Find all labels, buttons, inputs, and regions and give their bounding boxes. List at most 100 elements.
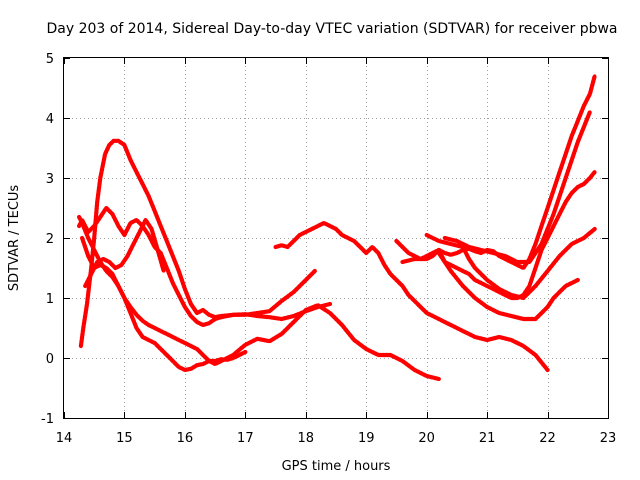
data-point xyxy=(364,251,368,255)
data-point xyxy=(292,290,296,294)
data-point xyxy=(159,224,163,228)
data-point xyxy=(455,239,459,243)
data-point xyxy=(461,284,465,288)
data-point xyxy=(280,299,284,303)
data-point xyxy=(449,269,453,273)
series-line xyxy=(80,140,316,347)
plot-frame xyxy=(63,57,609,419)
data-point xyxy=(219,315,223,319)
data-point xyxy=(195,311,199,315)
data-point xyxy=(92,236,96,240)
data-point xyxy=(81,326,85,330)
data-point xyxy=(400,284,405,288)
data-point xyxy=(119,263,123,267)
data-point xyxy=(80,236,84,240)
data-point xyxy=(521,344,526,348)
data-point xyxy=(382,263,386,267)
data-point xyxy=(413,299,417,303)
data-point xyxy=(89,272,93,276)
data-point xyxy=(593,170,597,174)
data-point xyxy=(304,278,308,282)
data-point xyxy=(449,323,453,327)
data-point xyxy=(370,245,374,249)
data-point xyxy=(177,269,181,273)
data-point xyxy=(103,152,107,156)
data-point xyxy=(485,305,489,309)
x-tick-label: 19 xyxy=(358,431,375,446)
data-point xyxy=(134,326,139,330)
data-point xyxy=(195,320,199,324)
data-point xyxy=(237,353,241,357)
data-point xyxy=(201,323,205,327)
data-point xyxy=(515,263,519,267)
data-point xyxy=(546,236,550,240)
data-point xyxy=(527,260,532,264)
data-point xyxy=(316,224,320,228)
data-point xyxy=(110,212,114,216)
y-tick-label: 5 xyxy=(46,52,54,67)
data-point xyxy=(437,317,441,321)
data-point xyxy=(394,278,398,282)
data-point xyxy=(280,243,284,247)
data-point xyxy=(509,293,513,297)
x-tick-labels: 14 15 16 17 18 19 20 21 22 23 xyxy=(56,431,617,446)
data-point xyxy=(425,257,429,261)
series-sat-i xyxy=(424,226,597,301)
data-point xyxy=(552,296,556,300)
data-point xyxy=(134,313,139,317)
series-sat-b xyxy=(76,205,333,328)
data-point xyxy=(183,305,187,309)
data-point xyxy=(473,296,477,300)
data-point xyxy=(116,224,120,228)
data-point xyxy=(437,248,441,252)
data-point xyxy=(582,182,586,186)
data-point xyxy=(491,287,495,291)
data-point xyxy=(183,341,187,345)
data-point xyxy=(156,248,160,252)
data-point xyxy=(364,347,368,351)
data-point xyxy=(473,335,477,339)
series-line xyxy=(443,111,591,263)
data-point xyxy=(388,272,392,276)
data-point xyxy=(564,284,568,288)
data-point xyxy=(292,239,296,243)
data-point xyxy=(334,227,338,231)
y-tick-label: -1 xyxy=(41,412,54,427)
data-point xyxy=(394,239,398,243)
data-point xyxy=(95,200,99,204)
x-axis-label: GPS time / hours xyxy=(282,459,391,474)
data-point xyxy=(147,323,151,327)
data-point xyxy=(195,347,199,351)
data-point xyxy=(593,74,597,78)
data-point xyxy=(376,251,380,255)
data-point xyxy=(467,272,471,276)
data-point xyxy=(95,260,99,264)
data-point xyxy=(292,320,296,324)
data-point xyxy=(552,188,556,192)
x-tick-label: 17 xyxy=(237,431,254,446)
data-point xyxy=(406,251,411,255)
data-point xyxy=(400,359,405,363)
data-point xyxy=(485,338,489,342)
data-point xyxy=(455,266,459,270)
data-point xyxy=(122,296,126,300)
series-sat-d xyxy=(79,235,248,373)
data-point xyxy=(376,353,380,357)
data-point xyxy=(521,317,526,321)
data-point xyxy=(328,302,332,306)
data-point xyxy=(177,338,181,342)
data-point xyxy=(437,239,441,243)
data-point xyxy=(413,368,417,372)
data-point xyxy=(546,368,550,372)
data-point xyxy=(298,233,302,237)
data-point xyxy=(207,321,211,325)
data-point xyxy=(292,314,296,318)
data-point xyxy=(340,233,344,237)
data-point xyxy=(255,337,259,341)
data-point xyxy=(134,218,139,222)
data-point xyxy=(231,313,235,317)
data-point xyxy=(147,233,151,237)
data-point xyxy=(533,242,538,246)
data-point xyxy=(582,236,586,240)
